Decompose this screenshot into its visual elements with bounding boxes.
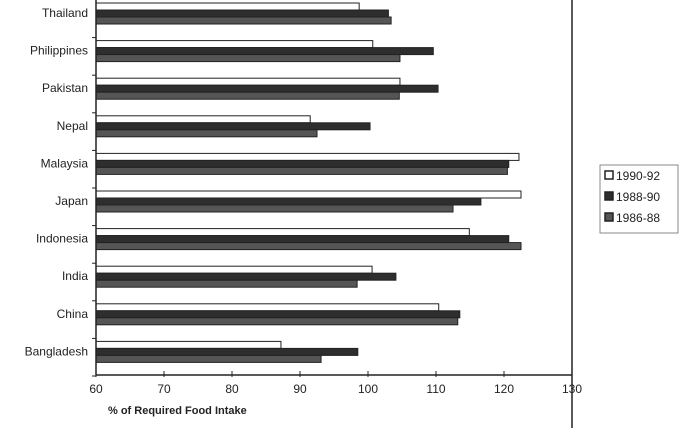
legend-label: 1986-88 xyxy=(616,211,660,225)
bar-1988-90 xyxy=(95,347,359,356)
category-label: Indonesia xyxy=(36,232,88,246)
bar-1986-88 xyxy=(95,279,358,288)
bar-1986-88 xyxy=(95,317,459,326)
bar-1988-90 xyxy=(95,122,371,131)
bar-1990-92 xyxy=(95,77,401,86)
x-tick-label: 110 xyxy=(426,382,445,396)
bar-1986-88 xyxy=(95,54,401,63)
bar-1988-90 xyxy=(95,272,397,281)
bar-1986-88 xyxy=(95,242,522,251)
bar-1990-92 xyxy=(95,265,373,274)
bar-1986-88 xyxy=(95,166,508,175)
bar-1986-88 xyxy=(95,91,400,100)
bar-1988-90 xyxy=(95,310,461,319)
category-label: China xyxy=(57,307,89,321)
x-tick-label: 100 xyxy=(358,382,378,396)
bar-1988-90 xyxy=(95,84,439,93)
legend-swatch xyxy=(604,212,614,222)
bar-1990-92 xyxy=(95,152,520,161)
category-label: Pakistan xyxy=(42,81,88,95)
category-label: India xyxy=(62,269,88,283)
legend-swatch xyxy=(604,170,614,180)
x-tick-label: 60 xyxy=(89,382,103,396)
x-tick-label: 80 xyxy=(225,382,239,396)
category-label: Nepal xyxy=(57,119,88,133)
bar-1988-90 xyxy=(95,47,434,56)
legend-label: 1988-90 xyxy=(616,190,660,204)
bar-1990-92 xyxy=(95,40,374,49)
bar-1990-92 xyxy=(95,190,522,199)
bar-1988-90 xyxy=(95,159,510,168)
bar-1990-92 xyxy=(95,340,282,349)
bar-1990-92 xyxy=(95,2,360,11)
bar-1988-90 xyxy=(95,197,482,206)
category-label: Philippines xyxy=(30,44,88,58)
x-tick-label: 90 xyxy=(293,382,307,396)
x-tick-label: 70 xyxy=(157,382,171,396)
bar-1990-92 xyxy=(95,115,311,124)
category-label: Bangladesh xyxy=(25,344,88,358)
legend-label: 1990-92 xyxy=(616,169,660,183)
bar-1988-90 xyxy=(95,9,389,18)
bar-1988-90 xyxy=(95,235,510,244)
bar-1990-92 xyxy=(95,228,470,237)
bar-1990-92 xyxy=(95,303,440,312)
bar-1986-88 xyxy=(95,354,322,363)
category-label: Thailand xyxy=(42,6,88,20)
legend-swatch xyxy=(604,191,614,201)
x-tick-label: 130 xyxy=(562,382,582,396)
category-label: Japan xyxy=(55,194,88,208)
category-label: Malaysia xyxy=(41,156,89,170)
x-tick-label: 120 xyxy=(494,382,514,396)
x-axis-label: % of Required Food Intake xyxy=(108,405,247,417)
bar-1986-88 xyxy=(95,16,392,25)
bar-1986-88 xyxy=(95,204,454,213)
bar-1986-88 xyxy=(95,129,318,138)
